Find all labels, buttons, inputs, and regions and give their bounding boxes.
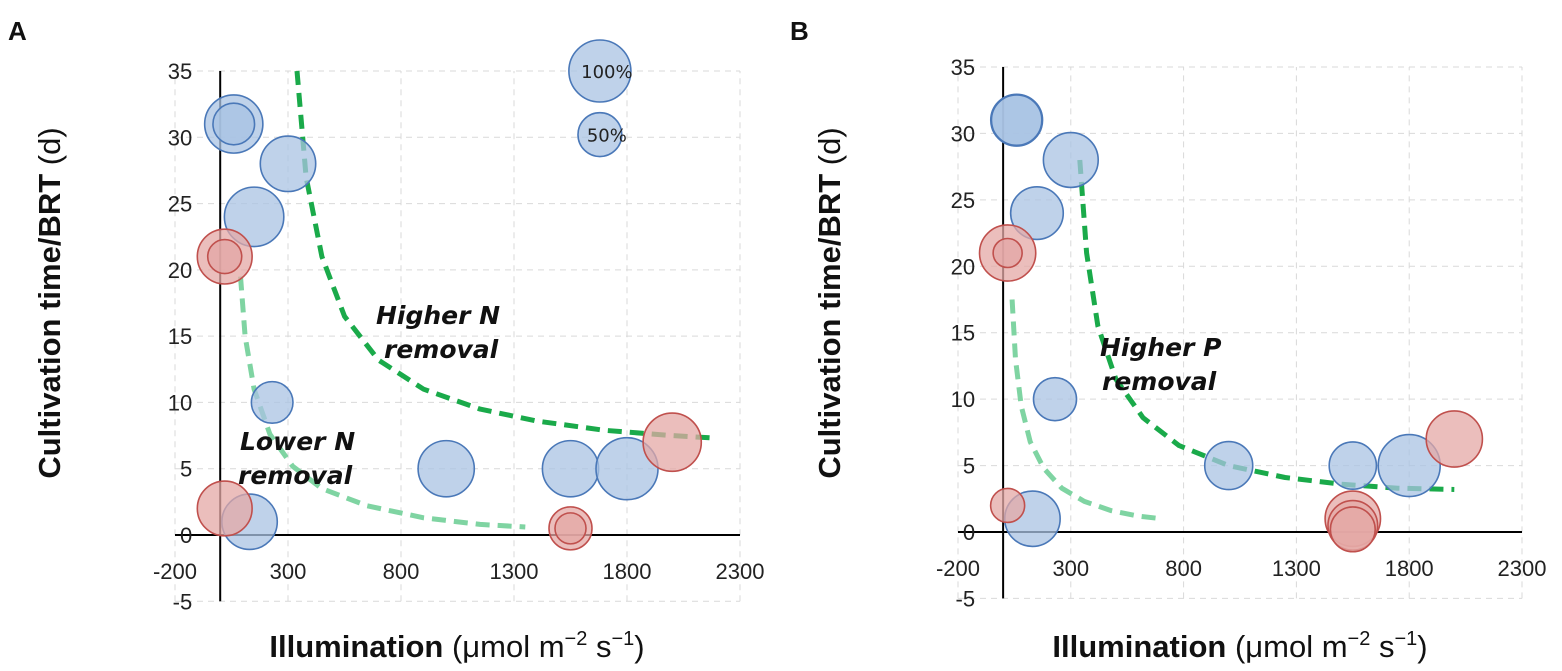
blue-bubble — [259, 135, 317, 193]
y-tick-label: 20 — [951, 254, 975, 279]
red-bubble — [642, 412, 703, 473]
higher-removal-curve — [294, 70, 718, 441]
x-tick-label: 800 — [1165, 556, 1202, 581]
y-tick-label: 5 — [963, 454, 975, 479]
legend-bubble — [577, 111, 623, 158]
blue-bubble — [595, 436, 659, 501]
y-tick-label: 30 — [168, 125, 192, 150]
x-tick-label: 2300 — [1498, 556, 1547, 581]
panel-a-higher-label-line2: removal — [384, 335, 499, 364]
lower-removal-curve — [1009, 299, 1162, 522]
panel-b-curves — [1009, 159, 1455, 522]
x-tick-label: 1300 — [1272, 556, 1321, 581]
panel-a-bubbles — [196, 94, 703, 551]
red-bubble — [992, 237, 1023, 269]
higher-removal-curve — [1077, 159, 1455, 492]
panel-a-lower-label-line2: removal — [238, 461, 353, 490]
legend-bubble-label: 50% — [587, 126, 627, 147]
panel-b-bubbles — [978, 93, 1484, 553]
panel-a-higher-label-line1: Higher N — [376, 301, 500, 330]
blue-bubble — [1377, 433, 1441, 498]
blue-bubble — [223, 186, 285, 248]
panel-a: A -200 300 800 1300 1800 2300 -5 0 5 10 15 20 25 30 35… — [8, 16, 764, 664]
x-tick-label: 1800 — [603, 559, 652, 584]
y-tick-label: 25 — [168, 192, 192, 217]
x-tick-label: -200 — [936, 556, 980, 581]
panel-a-tick-labels: -200 300 800 1300 1800 2300 -5 0 5 10 15 20 25 30 35 — [153, 59, 765, 614]
blue-bubble — [1032, 376, 1078, 422]
y-tick-label: 10 — [168, 390, 192, 415]
red-bubble — [206, 238, 243, 275]
legend-bubble-label: 100% — [581, 62, 632, 83]
x-tick-label: 300 — [270, 559, 307, 584]
x-tick-label: -200 — [153, 559, 197, 584]
panel-b-higher-label-line2: removal — [1102, 367, 1217, 396]
blue-bubble — [990, 94, 1043, 147]
panel-a-y-axis-label: Cultivation time/BRT (d) — [32, 127, 67, 478]
blue-bubble — [1009, 186, 1065, 241]
y-tick-label: 35 — [951, 55, 975, 80]
blue-bubble — [1042, 131, 1100, 189]
panel-b: B -200 300 800 1300 1800 2300 -5 0 5 10 15 20 25 30 35… — [790, 16, 1546, 664]
y-tick-label: 0 — [180, 523, 192, 548]
y-tick-label: -5 — [956, 586, 976, 611]
panel-a-curves — [238, 70, 718, 530]
panel-a-bubble-legend: 100% 50% — [568, 39, 633, 158]
y-tick-label: -5 — [173, 589, 193, 614]
blue-bubble — [1328, 441, 1378, 490]
y-tick-label: 0 — [963, 520, 975, 545]
y-tick-label: 5 — [180, 457, 192, 482]
y-tick-label: 10 — [951, 387, 975, 412]
red-bubble — [1329, 506, 1377, 553]
x-tick-label: 800 — [383, 559, 420, 584]
panel-a-letter: A — [8, 16, 27, 46]
panel-a-x-axis-label: Illumination (μmol m−2 s−1) — [269, 628, 644, 664]
blue-bubble — [212, 102, 256, 146]
blue-bubble — [1203, 440, 1254, 491]
panel-a-lower-label-line1: Lower N — [240, 427, 355, 456]
y-tick-label: 25 — [951, 188, 975, 213]
y-tick-label: 15 — [168, 324, 192, 349]
y-tick-label: 30 — [951, 121, 975, 146]
y-tick-label: 20 — [168, 258, 192, 283]
panel-b-tick-labels: -200 300 800 1300 1800 2300 -5 0 5 10 15 20 25 30 35 — [936, 55, 1547, 611]
blue-bubble — [250, 380, 294, 425]
panel-b-y-axis-label: Cultivation time/BRT (d) — [812, 127, 847, 478]
x-tick-label: 2300 — [716, 559, 765, 584]
x-tick-label: 1800 — [1385, 556, 1434, 581]
x-tick-label: 1300 — [490, 559, 539, 584]
legend-bubble — [568, 39, 632, 103]
panel-b-x-axis-label: Illumination (μmol m−2 s−1) — [1052, 628, 1427, 664]
panel-b-higher-label-line1: Higher P — [1100, 333, 1222, 362]
x-tick-label: 300 — [1052, 556, 1089, 581]
panel-b-letter: B — [790, 16, 809, 46]
red-bubble — [196, 480, 253, 537]
red-bubble — [989, 487, 1026, 524]
red-bubble — [1425, 410, 1484, 468]
y-tick-label: 35 — [168, 59, 192, 84]
blue-bubble — [417, 439, 476, 498]
y-tick-label: 15 — [951, 321, 975, 346]
blue-bubble — [541, 439, 600, 498]
red-bubble — [554, 512, 587, 545]
